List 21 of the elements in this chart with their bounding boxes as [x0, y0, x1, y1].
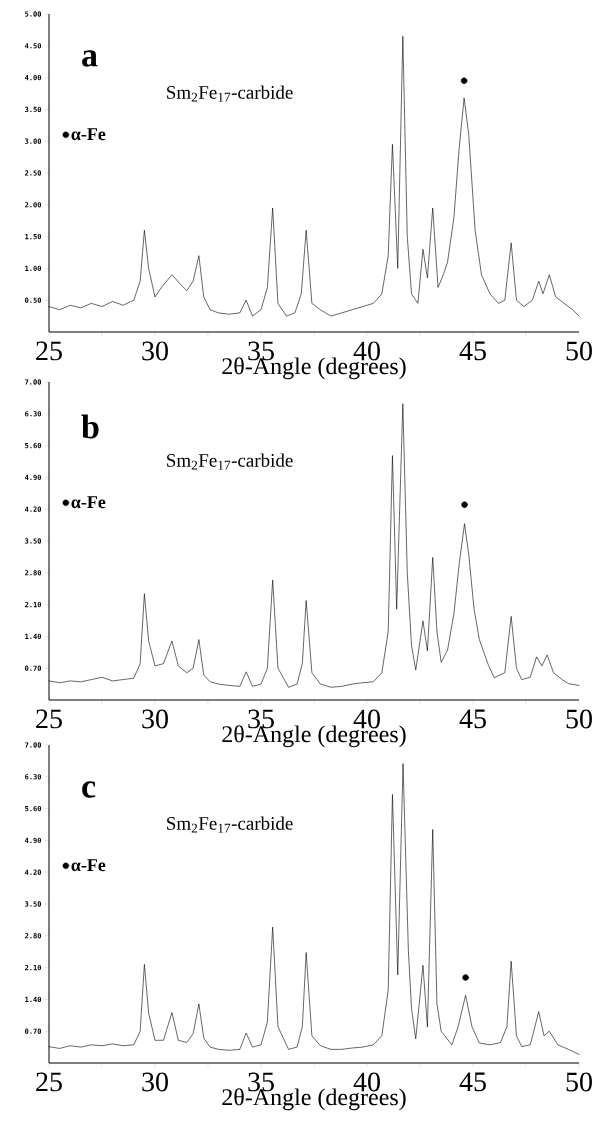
- legend-label: α-Fe: [71, 859, 106, 872]
- legend-label: α-Fe: [71, 128, 106, 141]
- x-tick-label: 45: [459, 709, 486, 729]
- x-tick-label: 45: [459, 1072, 486, 1092]
- x-tick-label: 30: [142, 709, 168, 729]
- annotation: b: [81, 414, 99, 439]
- legend-label: α-Fe: [71, 496, 106, 509]
- annotation: Sm$_{2}$Fe$_{17}$-carbide: [167, 85, 293, 102]
- x-tick-label: 50: [566, 709, 592, 729]
- annotation: c: [82, 781, 96, 798]
- annotation: Sm$_{2}$Fe$_{17}$-carbide: [167, 453, 293, 470]
- x-tick-label: 50: [566, 341, 592, 361]
- x-tick-label: 25: [36, 1072, 62, 1092]
- x-tick-label: 25: [36, 341, 62, 361]
- x-tick-label: 30: [142, 341, 168, 361]
- annotation: Sm$_{2}$Fe$_{17}$-carbide: [167, 816, 293, 833]
- x-tick-label: 30: [142, 1072, 168, 1092]
- annotation: a: [82, 50, 98, 67]
- x-tick-label: 45: [459, 341, 486, 361]
- x-tick-label: 50: [566, 1072, 592, 1092]
- x-tick-label: 25: [36, 709, 62, 729]
